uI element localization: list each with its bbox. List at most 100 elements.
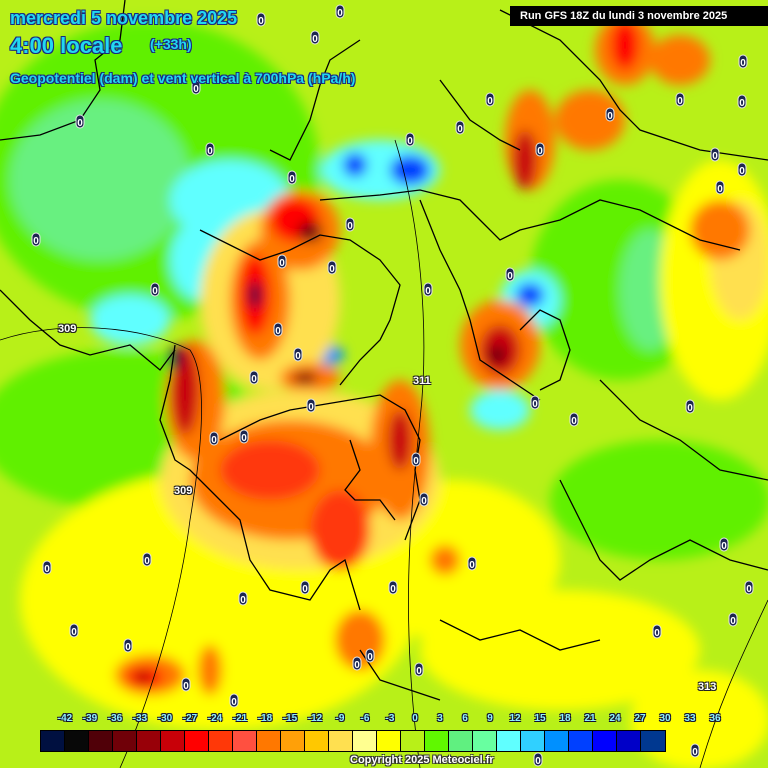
colorbar-swatch <box>425 731 449 751</box>
zero-label: 0 <box>455 120 465 135</box>
svg-text:0: 0 <box>337 8 343 19</box>
svg-text:0: 0 <box>416 666 422 677</box>
zero-label: 0 <box>31 232 41 247</box>
colorbar-swatch <box>497 731 521 751</box>
svg-text:0: 0 <box>425 286 431 297</box>
colorbar-swatch <box>161 731 185 751</box>
colorbar-swatch <box>137 731 161 751</box>
zero-label: 0 <box>310 30 320 45</box>
svg-text:0: 0 <box>739 98 745 109</box>
zero-label: 0 <box>737 162 747 177</box>
field-blob <box>430 545 460 575</box>
zero-label: 0 <box>737 94 747 109</box>
colorbar-ticks: -42 -39 -36 -33 -30 -27 -24 -21 -18 -15 -12 -9 -6 -3 0… <box>40 713 740 727</box>
colorbar-tick-label: -9 <box>335 713 345 724</box>
svg-text:0: 0 <box>654 628 660 639</box>
colorbar-tick-label: 33 <box>684 713 696 724</box>
colorbar-tick-label: -18 <box>257 713 273 724</box>
svg-text:0: 0 <box>712 151 718 162</box>
svg-text:0: 0 <box>125 642 131 653</box>
field-blob <box>513 130 537 190</box>
vertical-velocity-field <box>0 15 768 768</box>
colorbar-tick-label: 30 <box>659 713 671 724</box>
colorbar-tick-label: 27 <box>634 713 646 724</box>
svg-text:0: 0 <box>487 96 493 107</box>
field-blob <box>611 20 639 70</box>
zero-label: 0 <box>685 399 695 414</box>
svg-text:0: 0 <box>289 174 295 185</box>
colorbar-tick-label: 15 <box>534 713 546 724</box>
zero-label: 0 <box>345 217 355 232</box>
svg-text:0: 0 <box>535 756 541 767</box>
colorbar-tick-label: 21 <box>584 713 596 724</box>
svg-text:0: 0 <box>152 286 158 297</box>
svg-text:0: 0 <box>721 541 727 552</box>
svg-text:0: 0 <box>275 326 281 337</box>
field-blob <box>516 283 544 307</box>
zero-label: 0 <box>150 282 160 297</box>
svg-text:0: 0 <box>739 166 745 177</box>
svg-text:0: 0 <box>329 264 335 275</box>
field-blob <box>390 155 430 185</box>
colorbar-swatch <box>65 731 89 751</box>
zero-label: 0 <box>485 92 495 107</box>
svg-text:0: 0 <box>183 681 189 692</box>
colorbar-tick-label: 9 <box>487 713 493 724</box>
svg-text:0: 0 <box>367 652 373 663</box>
svg-text:0: 0 <box>240 595 246 606</box>
colorbar-tick-label: -21 <box>232 713 248 724</box>
colorbar-tick-label: 18 <box>559 713 571 724</box>
zero-label: 0 <box>239 429 249 444</box>
field-blob <box>690 200 750 260</box>
colorbar-tick-label: -36 <box>107 713 123 724</box>
zero-label: 0 <box>411 452 421 467</box>
field-blob <box>650 35 710 85</box>
field-blob <box>298 222 322 242</box>
zero-label: 0 <box>205 142 215 157</box>
svg-text:0: 0 <box>144 556 150 567</box>
svg-text:0: 0 <box>347 221 353 232</box>
zero-label: 0 <box>335 4 345 19</box>
colorbar-swatch <box>521 731 545 751</box>
zero-label: 0 <box>300 580 310 595</box>
zero-label: 0 <box>505 267 515 282</box>
field-blob <box>198 645 222 695</box>
colorbar-swatch <box>569 731 593 751</box>
geopotential-label: 311 <box>413 375 431 387</box>
colorbar-swatch <box>353 731 377 751</box>
svg-text:0: 0 <box>746 584 752 595</box>
forecast-date: mercredi 5 novembre 2025 <box>10 8 238 28</box>
zero-label: 0 <box>744 580 754 595</box>
copyright: Copyright 2025 Meteociel.fr <box>350 754 494 766</box>
svg-text:0: 0 <box>251 374 257 385</box>
zero-label: 0 <box>256 12 266 27</box>
zero-label: 0 <box>533 752 543 767</box>
colorbar-tick-label: -27 <box>182 713 198 724</box>
colorbar-tick-label: -33 <box>132 713 148 724</box>
colorbar-tick-label: 3 <box>437 713 443 724</box>
svg-text:0: 0 <box>193 84 199 95</box>
parameter-title: Geopotentiel (dam) et vent vertical à 70… <box>10 70 356 86</box>
svg-text:0: 0 <box>677 96 683 107</box>
svg-text:0: 0 <box>354 660 360 671</box>
geopotential-label: 313 <box>698 681 717 693</box>
zero-label: 0 <box>191 80 201 95</box>
colorbar-swatch <box>401 731 425 751</box>
colorbar-swatch <box>617 731 641 751</box>
colorbar-swatch <box>257 731 281 751</box>
zero-label: 0 <box>569 412 579 427</box>
colorbar-swatch <box>41 731 65 751</box>
zero-label: 0 <box>365 648 375 663</box>
zero-label: 0 <box>123 638 133 653</box>
colorbar-tick-label: 12 <box>509 713 521 724</box>
colorbar-tick-label: 36 <box>709 713 721 724</box>
zero-label: 0 <box>467 556 477 571</box>
colorbar-swatch <box>377 731 401 751</box>
forecast-lead-time: (+33h) <box>150 36 192 52</box>
forecast-time: 4:00 locale <box>10 33 123 58</box>
colorbar-tick-label: -3 <box>385 713 395 724</box>
geopotential-isolines <box>0 139 768 768</box>
colorbar-swatch <box>545 731 569 751</box>
zero-label: 0 <box>710 147 720 162</box>
field-blob <box>90 295 170 345</box>
